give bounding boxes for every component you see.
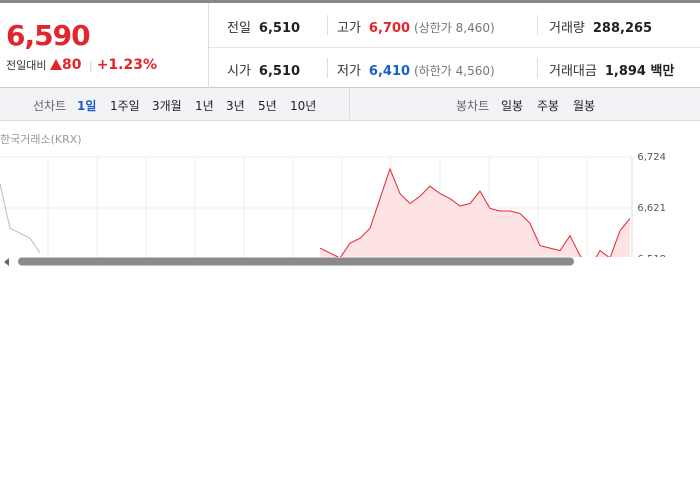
candle-tab[interactable]: 일봉 [501,99,524,113]
y-tick-label: 6,621 [637,203,666,214]
scroll-left [4,258,9,266]
change: 전일대비 80 | +1.23% [6,57,157,73]
candle-tab[interactable]: 월봉 [573,99,596,113]
field-value: 6,510 [258,64,301,79]
field-label: 저가 [337,64,361,79]
source: 한국거래소(KRX) [0,133,82,146]
quote-panel: 6,590 전일대비 80 | +1.23% 전일 6,510 고가 6,700 (상한가… [0,0,700,88]
field-value: 6,510 [258,21,301,36]
quote-field: 저가 6,410 (하한가 4,560) [337,60,495,79]
period-tab[interactable]: 5년 [258,99,277,113]
quote-field: 거래량 288,265 [549,17,652,36]
divider [537,15,538,35]
period-tab[interactable]: 1주일 [110,99,140,113]
candle-tab[interactable]: 주봉 [537,99,560,113]
field-label: 거래량 [549,21,585,36]
toolbar: 선차트 1일 1주일 3개월 1년 3년 5년 10년 봉차트 일봉 주봉 월봉 [0,88,700,121]
field-value: 1,894 백만 [604,64,675,79]
quote-field: 거래대금 1,894 백만 [549,60,674,79]
period-tab[interactable]: 10년 [290,99,317,113]
field-note: (하한가 4,560) [414,64,495,78]
up-arrow [49,59,62,70]
divider [327,58,328,78]
field-label: 고가 [337,21,361,36]
field-value: 6,410 [368,64,411,79]
change-label: 전일대비 [6,59,47,72]
period-tab[interactable]: 3개월 [152,99,182,113]
period-tab[interactable]: 1년 [195,99,214,113]
period-tab[interactable]: 1일 [77,99,97,113]
divider [537,58,538,78]
field-label: 전일 [227,21,251,36]
y-tick-label: 6,724 [637,152,666,163]
quote-field: 전일 6,510 [227,17,300,36]
scrollbar-thumb[interactable] [18,257,574,266]
change-pct: +1.23% [96,57,157,73]
field-value: 288,265 [592,21,653,36]
field-label: 거래대금 [549,64,597,79]
field-value: 6,700 [368,21,411,36]
period-tab[interactable]: 3년 [226,99,245,113]
change-value: 80 [61,57,82,73]
price-box: 6,590 전일대비 80 | +1.23% [0,3,209,88]
price: 6,590 [6,19,91,52]
divider [209,47,700,48]
series-line [0,183,41,254]
toolbar-group [0,88,350,119]
divider [327,15,328,35]
quote-field: 시가 6,510 [227,60,300,79]
field-note: (상한가 8,460) [414,21,495,35]
series-line [319,167,631,257]
quote-field: 고가 6,700 (상한가 8,460) [337,17,495,36]
field-label: 시가 [227,64,251,79]
area [320,168,630,257]
line-chart-label: 선차트 [33,99,67,113]
quote-fields: 전일 6,510 고가 6,700 (상한가 8,460) 거래량 288,265 시가 6,5… [209,3,700,88]
candle-chart-label: 봉차트 [456,99,490,113]
